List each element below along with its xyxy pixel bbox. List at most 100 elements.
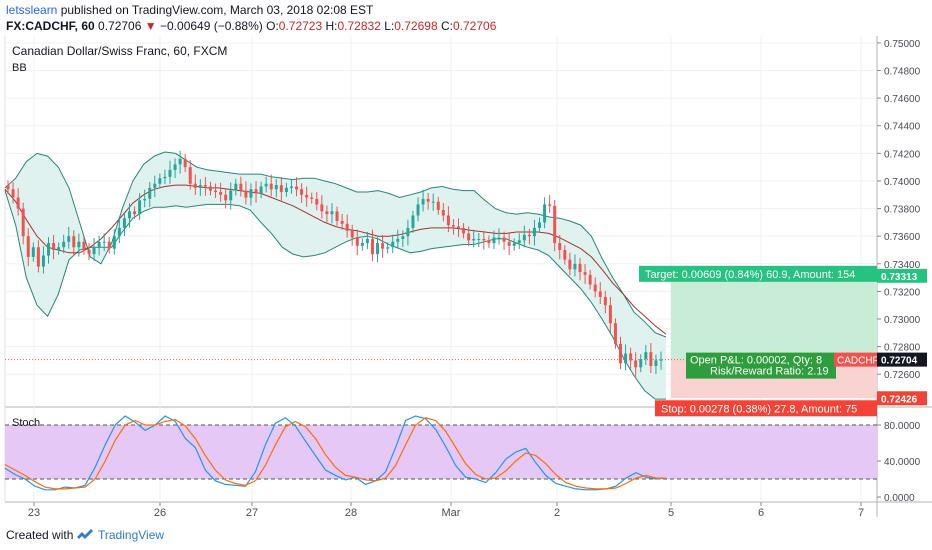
candle-body xyxy=(512,243,516,246)
symbol-tag: CADCHF xyxy=(834,352,879,367)
stop-label-text: Stop: 0.00278 (0.38%) 27.8, Amount: 75 xyxy=(661,403,857,415)
candle-body xyxy=(619,343,623,364)
candle-body xyxy=(259,186,263,194)
current-price-tag-text: 0.72704 xyxy=(881,356,918,367)
candle-body xyxy=(158,178,162,184)
candle-body xyxy=(11,189,15,198)
candle-body xyxy=(284,187,288,193)
candle-body xyxy=(649,352,653,366)
x-tick-label: 6 xyxy=(758,507,764,519)
tradingview-brand-link[interactable]: TradingView xyxy=(98,528,165,542)
candle-body xyxy=(411,215,415,228)
stoch-title: Stoch xyxy=(12,417,40,429)
candle-body xyxy=(639,359,643,368)
candle-body xyxy=(36,247,40,267)
y-tick-label: 0.73200 xyxy=(884,287,921,298)
candle-body xyxy=(122,218,126,228)
y-tick-label: 0.74600 xyxy=(884,94,921,105)
candle-body xyxy=(365,238,369,244)
indicator-label: BB xyxy=(12,62,27,74)
candle-body xyxy=(548,204,552,206)
candle-body xyxy=(87,249,91,255)
candle-body xyxy=(31,247,35,257)
candle-body xyxy=(279,185,283,193)
candle-body xyxy=(613,323,617,344)
symbol-tag-box xyxy=(834,352,878,367)
candle-body xyxy=(568,259,572,270)
stoch-d-line xyxy=(4,417,666,490)
candle-body xyxy=(249,189,253,198)
candle-body xyxy=(229,190,233,201)
stochastic-pane xyxy=(4,415,877,491)
candle-body xyxy=(244,190,248,198)
symbol-tag-text: CADCHF xyxy=(837,356,879,367)
low-label: L: xyxy=(384,19,395,33)
candle-body xyxy=(274,185,278,190)
axes: 23 26 27 28 Mar 2 5 6 7 0.75000 0.74800 0.74600 0.74… xyxy=(28,39,921,519)
y-tick-label: 0.74400 xyxy=(884,122,921,133)
candle-body xyxy=(16,197,20,209)
candle-body xyxy=(72,236,76,248)
candle-body xyxy=(310,197,314,199)
stop-label: Stop: 0.00278 (0.38%) 27.8, Amount: 75 xyxy=(655,400,877,417)
candle-body xyxy=(654,360,658,366)
candle-body xyxy=(446,215,450,226)
candle-body xyxy=(376,243,380,255)
author-link[interactable]: letsslearn xyxy=(6,3,58,17)
candle-body xyxy=(451,225,455,227)
candle-body xyxy=(634,360,638,368)
candle-body xyxy=(193,183,197,188)
high-value: 0.72832 xyxy=(337,19,381,33)
candle-body xyxy=(148,187,152,199)
candle-body xyxy=(345,223,349,231)
candle-body xyxy=(416,204,420,216)
candle-body xyxy=(406,227,410,237)
target-price-tag-text: 0.73313 xyxy=(881,272,918,283)
x-tick-label: Mar xyxy=(442,507,461,519)
x-tick-label: 7 xyxy=(858,507,864,519)
candle-body xyxy=(67,236,71,242)
open-value: 0.72723 xyxy=(278,19,323,33)
candle-body xyxy=(507,241,511,246)
candles xyxy=(6,150,663,377)
candle-body xyxy=(355,237,359,246)
candle-body xyxy=(254,189,258,194)
candle-body xyxy=(6,185,10,190)
candle-body xyxy=(659,359,663,361)
candle-body xyxy=(21,208,25,237)
x-tick-label: 26 xyxy=(154,507,166,519)
candle-body xyxy=(224,194,228,201)
chart-header: letsslearn published on TradingView.com,… xyxy=(0,0,932,36)
candle-body xyxy=(350,230,354,238)
change-value: −0.00649 (−0.88%) xyxy=(160,19,263,33)
y-tick-label: 0.73600 xyxy=(884,232,921,243)
candle-body xyxy=(77,241,81,248)
candle-body xyxy=(381,243,385,249)
candle-body xyxy=(593,284,597,292)
stop-label-box xyxy=(655,400,877,417)
chart-canvas[interactable]: 23 26 27 28 Mar 2 5 6 7 0.75000 0.74800 0.74600 0.74… xyxy=(0,36,932,520)
candle-body xyxy=(52,243,56,250)
candle-body xyxy=(583,272,587,275)
tradingview-logo-icon xyxy=(77,529,93,539)
y-tick-label: 0.75000 xyxy=(884,39,921,50)
candle-body xyxy=(219,192,223,195)
candle-body xyxy=(401,236,405,239)
candle-body xyxy=(472,238,476,241)
candle-body xyxy=(102,241,106,243)
candle-body xyxy=(57,247,61,250)
stop-price-tag-text: 0.72426 xyxy=(881,394,918,405)
current-price-tag: 0.72704 xyxy=(877,352,927,367)
candle-body xyxy=(153,183,157,188)
ohlc-legend: FX:CADCHF, 60 0.72706 ▼ −0.00649 (−0.88%… xyxy=(6,19,496,33)
x-tick-label: 5 xyxy=(668,507,674,519)
rr-label-text: Risk/Reward Ratio: 2.19 xyxy=(710,366,829,378)
candle-body xyxy=(198,185,202,188)
candle-body xyxy=(143,198,147,201)
target-label: Target: 0.00609 (0.84%) 60.9, Amount: 15… xyxy=(639,265,877,282)
candle-body xyxy=(203,185,207,187)
candle-body xyxy=(502,237,506,242)
candle-body xyxy=(386,247,390,249)
candle-body xyxy=(62,241,66,248)
down-arrow-icon: ▼ xyxy=(144,19,157,33)
